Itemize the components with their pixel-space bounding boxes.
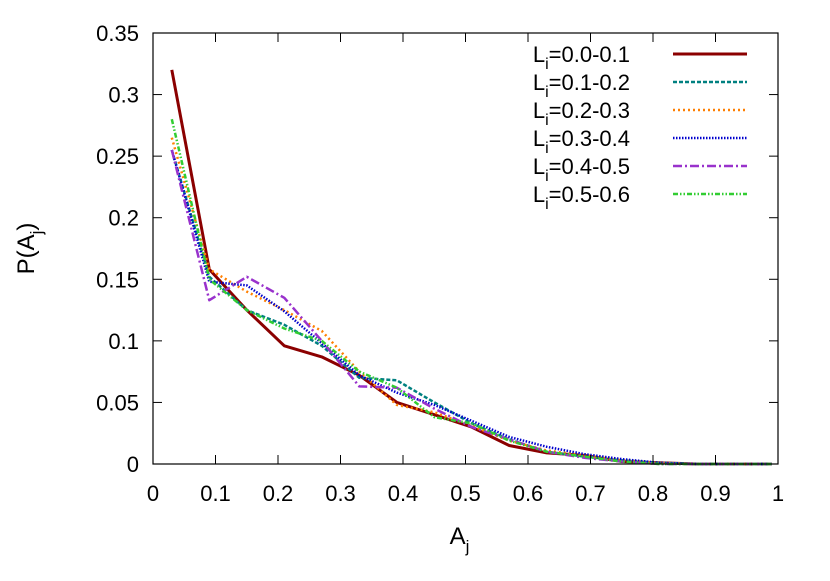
x-tick-label: 0.6 bbox=[513, 481, 544, 506]
y-axis-title-base: P(A bbox=[13, 234, 40, 274]
legend-label-4: Li=0.3-0.4 bbox=[533, 126, 630, 157]
x-tick-label: 0.2 bbox=[263, 481, 294, 506]
legend-label-6: Li=0.5-0.6 bbox=[533, 182, 630, 213]
y-tick-label: 0 bbox=[127, 452, 139, 477]
x-tick-label: 0 bbox=[147, 481, 159, 506]
y-axis-ticks: 0 0.05 0.1 0.15 0.2 0.25 0.3 0.35 bbox=[96, 21, 778, 477]
x-tick-label: 0.3 bbox=[325, 481, 356, 506]
x-tick-label: 0.7 bbox=[575, 481, 606, 506]
x-tick-label: 1 bbox=[772, 481, 784, 506]
x-axis-title: Aj bbox=[450, 523, 470, 556]
y-tick-label: 0.15 bbox=[96, 267, 139, 292]
y-tick-label: 0.2 bbox=[108, 206, 139, 231]
legend-label-3: Li=0.2-0.3 bbox=[533, 98, 630, 129]
x-tick-label: 0.8 bbox=[638, 481, 669, 506]
x-axis-ticks: 0 0.1 0.2 0.3 0.4 0.5 0.6 0.7 0.8 0.9 1 bbox=[147, 33, 784, 506]
x-tick-label: 0.5 bbox=[450, 481, 481, 506]
x-axis-title-subscript: j bbox=[465, 537, 470, 556]
y-tick-label: 0.25 bbox=[96, 144, 139, 169]
legend-label-5: Li=0.4-0.5 bbox=[533, 154, 630, 185]
y-tick-label: 0.35 bbox=[96, 21, 139, 46]
y-axis-title-suffix: ) bbox=[13, 223, 40, 231]
x-tick-label: 0.1 bbox=[200, 481, 231, 506]
y-axis-title: P(Aj) bbox=[13, 223, 46, 275]
x-tick-label: 0.9 bbox=[700, 481, 731, 506]
x-axis-title-base: A bbox=[450, 523, 466, 550]
y-tick-label: 0.3 bbox=[108, 83, 139, 108]
legend-label-1: Li=0.0-0.1 bbox=[533, 42, 630, 73]
x-tick-label: 0.4 bbox=[388, 481, 419, 506]
y-tick-label: 0.1 bbox=[108, 329, 139, 354]
y-tick-label: 0.05 bbox=[96, 390, 139, 415]
legend: Li=0.0-0.1Li=0.1-0.2Li=0.2-0.3Li=0.3-0.4… bbox=[533, 42, 747, 213]
y-axis-title-subscript: j bbox=[27, 231, 46, 236]
axes: 0 0.1 0.2 0.3 0.4 0.5 0.6 0.7 0.8 0.9 1 0 0.05 0.1 0.… bbox=[96, 21, 784, 506]
legend-label-2: Li=0.1-0.2 bbox=[533, 70, 630, 101]
